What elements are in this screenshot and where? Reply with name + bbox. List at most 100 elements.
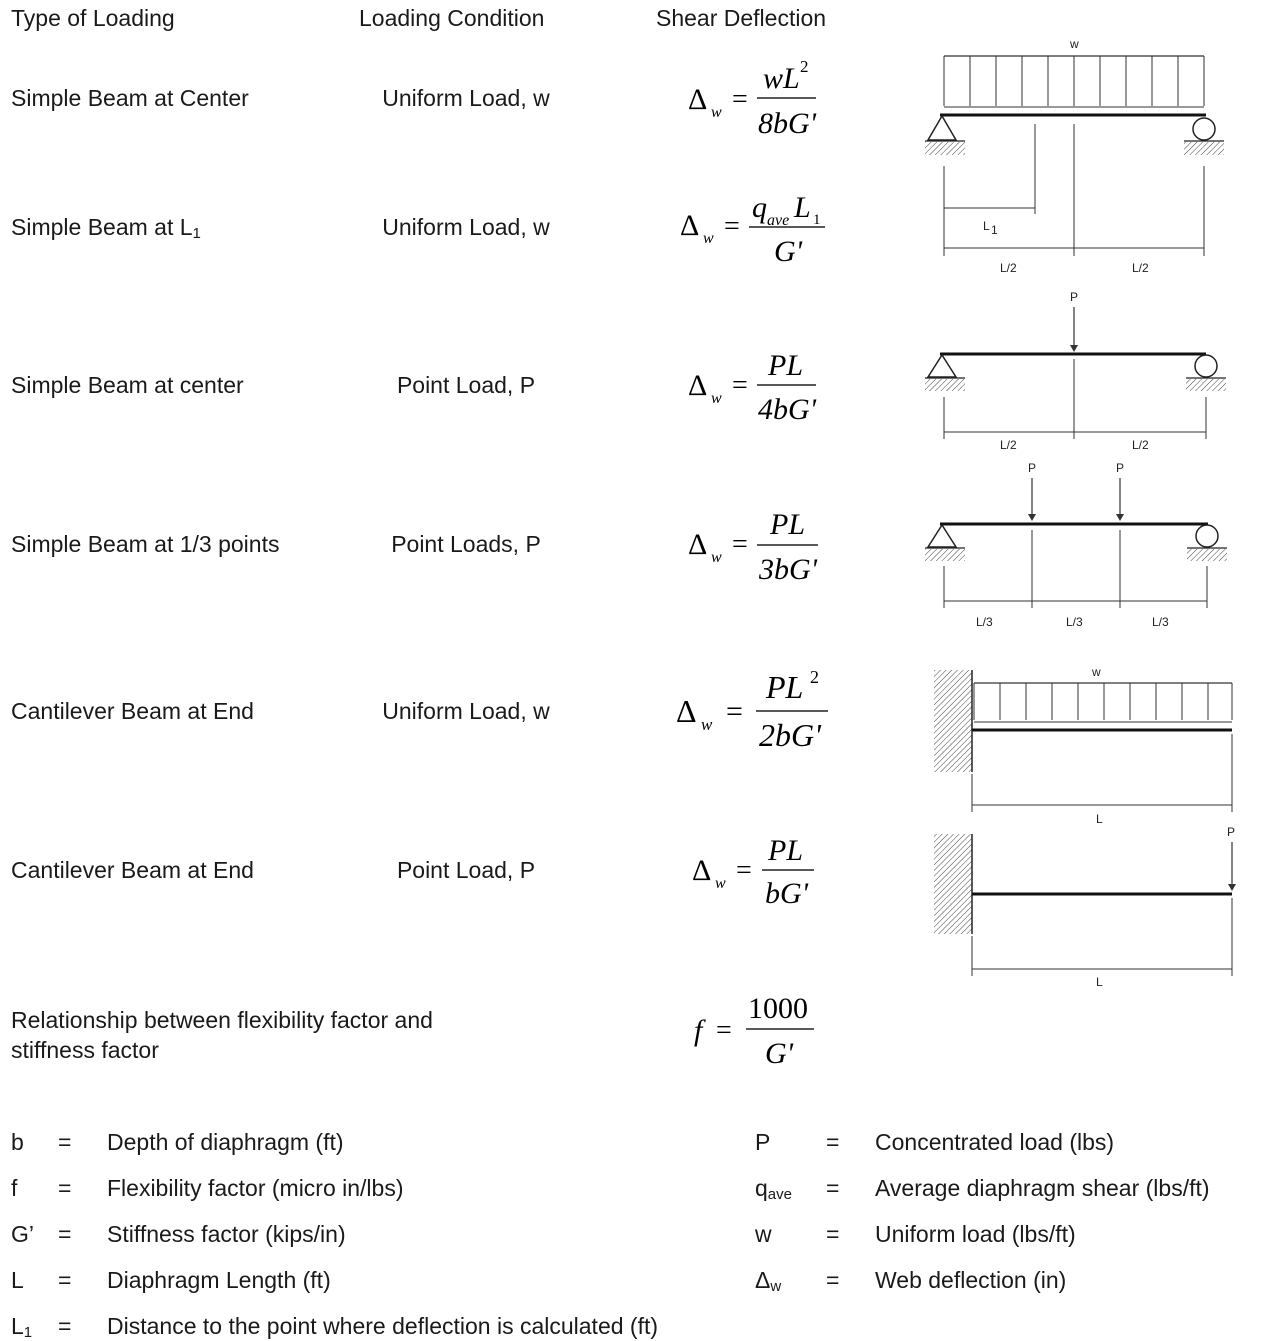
svg-text:L: L: [1096, 975, 1103, 989]
row5-formula: Δ w = PL 2 2bG': [670, 662, 850, 767]
row2-condition: Uniform Load, w: [382, 214, 550, 240]
header-type-of-loading: Type of Loading: [11, 5, 175, 31]
legend-eq: =: [826, 1267, 840, 1293]
row3-type: Simple Beam at center: [11, 372, 244, 398]
svg-text:w: w: [711, 549, 722, 566]
svg-text:4bG': 4bG': [758, 393, 817, 426]
legend-sym-w: w: [755, 1221, 772, 1247]
row3-formula: Δ w = PL 4bG': [680, 342, 850, 437]
row4-condition: Point Loads, P: [391, 531, 541, 557]
row4-type: Simple Beam at 1/3 points: [11, 531, 280, 557]
legend-desc-l1: Distance to the point where deflection i…: [107, 1313, 659, 1339]
svg-text:G': G': [765, 1037, 794, 1070]
relationship-formula: f = 1000 G': [684, 985, 834, 1080]
legend-sym-p: P: [755, 1129, 771, 1155]
legend-eq: =: [58, 1267, 72, 1293]
legend-desc-b: Depth of diaphragm (ft): [107, 1129, 344, 1155]
row2-formula: Δ w = q ave L 1 G': [672, 185, 842, 280]
header-loading-condition: Loading Condition: [359, 5, 545, 31]
svg-text:P: P: [1116, 461, 1124, 475]
l1-label: L: [983, 219, 990, 233]
legend-sym-b: b: [11, 1129, 24, 1155]
legend-sym-f: f: [11, 1175, 18, 1201]
svg-text:G': G': [774, 235, 803, 268]
legend-desc-l: Diaphragm Length (ft): [107, 1267, 331, 1293]
legend-sym-g: G’: [11, 1221, 34, 1247]
svg-text:=: =: [732, 529, 748, 560]
row4-formula: Δ w = PL 3bG': [680, 501, 850, 596]
svg-text:L/3: L/3: [1066, 615, 1083, 629]
formula-num-sup: 2: [800, 57, 809, 76]
formula-lhs: Δ: [688, 83, 707, 116]
legend-sym-qave: qave: [755, 1175, 792, 1203]
legend-desc-p: Concentrated load (lbs): [875, 1129, 1115, 1155]
row2-type: Simple Beam at L1: [11, 214, 201, 242]
legend-eq: =: [58, 1313, 72, 1339]
diagram-cantilever-uniform: w L: [920, 662, 1250, 837]
row1-type: Simple Beam at Center: [11, 85, 249, 111]
row6-formula: Δ w = PL bG': [684, 827, 834, 922]
svg-text:PL: PL: [767, 834, 803, 867]
legend-eq: =: [58, 1129, 72, 1155]
svg-text:Δ: Δ: [688, 528, 707, 561]
row3-condition: Point Load, P: [396, 372, 536, 398]
svg-text:PL: PL: [767, 349, 803, 382]
svg-text:3bG': 3bG': [758, 553, 818, 586]
legend-desc-w: Uniform load (lbs/ft): [875, 1221, 1076, 1247]
legend-desc-delta-w: Web deflection (in): [875, 1267, 1067, 1293]
svg-text:=: =: [726, 695, 743, 728]
svg-text:L/2: L/2: [1132, 438, 1149, 452]
svg-text:=: =: [724, 211, 740, 242]
formula-lhs-sub: w: [711, 104, 722, 121]
legend-eq: =: [58, 1221, 72, 1247]
load-label-w: w: [1069, 37, 1079, 51]
svg-text:ave: ave: [767, 212, 789, 229]
svg-text:=: =: [736, 855, 752, 886]
legend-eq: =: [826, 1129, 840, 1155]
legend-eq: =: [826, 1175, 840, 1201]
legend-eq: =: [58, 1175, 72, 1201]
diagram-simple-point: P L/2 L/2: [920, 287, 1240, 462]
legend-desc-qave: Average diaphragm shear (lbs/ft): [875, 1175, 1210, 1201]
svg-text:f: f: [694, 1014, 706, 1047]
svg-text:L/3: L/3: [1152, 615, 1169, 629]
legend-eq: =: [826, 1221, 840, 1247]
relationship-line2: stiffness factor: [11, 1037, 159, 1063]
svg-text:w: w: [715, 875, 726, 892]
svg-text:L/2: L/2: [1000, 438, 1017, 452]
svg-text:2: 2: [810, 667, 819, 687]
row1-formula: Δ w = wL 2 8bG': [680, 52, 850, 147]
svg-text:1: 1: [813, 212, 821, 228]
svg-text:L/2: L/2: [1000, 261, 1017, 275]
svg-text:=: =: [732, 84, 748, 115]
row5-type: Cantilever Beam at End: [11, 698, 254, 724]
svg-text:1000: 1000: [748, 992, 808, 1025]
row5-condition: Uniform Load, w: [382, 698, 550, 724]
svg-text:L/3: L/3: [976, 615, 993, 629]
legend-sym-delta-w: Δw: [755, 1267, 782, 1295]
legend-desc-f: Flexibility factor (micro in/lbs): [107, 1175, 404, 1201]
svg-text:L: L: [793, 191, 811, 224]
formula-den: 8bG': [758, 107, 817, 140]
row6-type: Cantilever Beam at End: [11, 857, 254, 883]
diagram-simple-uniform: w L 1 L/2 L/2: [920, 34, 1240, 289]
legend-desc-g: Stiffness factor (kips/in): [107, 1221, 346, 1247]
svg-text:=: =: [716, 1015, 732, 1046]
svg-text:2bG': 2bG': [759, 717, 822, 753]
svg-text:w: w: [701, 715, 713, 734]
legend-sym-l: L: [11, 1267, 24, 1293]
load-label-p: P: [1070, 290, 1078, 304]
svg-text:L: L: [1096, 812, 1103, 826]
svg-text:bG': bG': [765, 877, 809, 910]
svg-text:w: w: [711, 390, 722, 407]
svg-text:P: P: [1227, 825, 1235, 839]
row1-condition: Uniform Load, w: [382, 85, 550, 111]
formula-num: wL: [763, 62, 800, 95]
svg-text:q: q: [752, 191, 767, 224]
svg-text:Δ: Δ: [676, 693, 697, 729]
svg-text:P: P: [1028, 461, 1036, 475]
svg-text:PL: PL: [765, 669, 803, 705]
svg-text:Δ: Δ: [692, 854, 711, 887]
header-shear-deflection: Shear Deflection: [656, 5, 827, 31]
svg-text:1: 1: [991, 223, 998, 237]
